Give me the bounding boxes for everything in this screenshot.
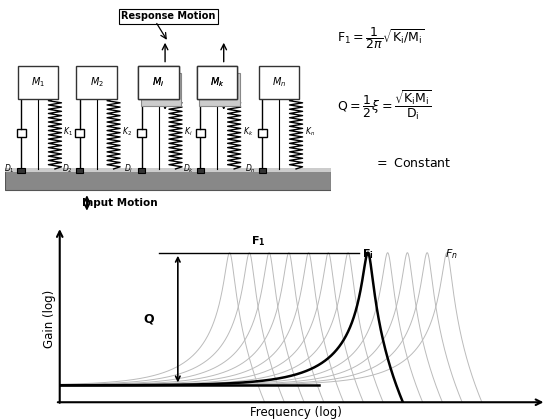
Text: $K_n$: $K_n$ bbox=[305, 125, 314, 138]
Bar bbox=[138, 66, 179, 98]
Text: $D_n$: $D_n$ bbox=[245, 163, 256, 175]
Bar bbox=[17, 168, 24, 173]
Text: $\mathbf{F_1}$: $\mathbf{F_1}$ bbox=[251, 235, 266, 248]
Text: Input Motion: Input Motion bbox=[81, 198, 157, 208]
Text: $D_k$: $D_k$ bbox=[183, 163, 194, 175]
Bar bbox=[141, 73, 181, 106]
Text: $M_i$: $M_i$ bbox=[153, 75, 165, 89]
Y-axis label: Gain (log): Gain (log) bbox=[42, 289, 55, 348]
X-axis label: Frequency (log): Frequency (log) bbox=[250, 406, 342, 419]
Text: $D_1$: $D_1$ bbox=[4, 163, 15, 175]
Bar bbox=[137, 129, 146, 137]
Bar bbox=[138, 168, 145, 173]
Text: $K_2$: $K_2$ bbox=[122, 125, 132, 138]
Text: $F_n$: $F_n$ bbox=[445, 247, 458, 261]
Text: $M_n$: $M_n$ bbox=[272, 75, 286, 89]
Bar bbox=[76, 168, 83, 173]
Bar bbox=[18, 66, 58, 98]
Text: $\mathrm{F_1} = \dfrac{1}{2\pi}\sqrt{\mathrm{K_i/M_i}}$: $\mathrm{F_1} = \dfrac{1}{2\pi}\sqrt{\ma… bbox=[337, 25, 424, 51]
Bar bbox=[5, 170, 331, 190]
Text: Q: Q bbox=[143, 313, 154, 326]
Text: $K_i$: $K_i$ bbox=[184, 125, 192, 138]
Text: $M_1$: $M_1$ bbox=[31, 75, 45, 89]
Bar bbox=[259, 66, 299, 98]
Text: $M_i$: $M_i$ bbox=[153, 75, 165, 89]
Bar bbox=[257, 129, 267, 137]
Bar bbox=[16, 129, 26, 137]
Bar bbox=[199, 73, 239, 106]
Bar bbox=[197, 66, 237, 98]
Bar bbox=[197, 66, 237, 98]
Text: $\mathbf{F_i}$: $\mathbf{F_i}$ bbox=[362, 247, 374, 261]
Text: Response Motion: Response Motion bbox=[121, 11, 216, 21]
Bar bbox=[5, 168, 331, 173]
Bar bbox=[197, 168, 204, 173]
Text: $K_1$: $K_1$ bbox=[64, 125, 73, 138]
Text: $K_k$: $K_k$ bbox=[243, 125, 253, 138]
Bar bbox=[138, 66, 179, 98]
Text: $D_i$: $D_i$ bbox=[124, 163, 134, 175]
Text: $\mathrm{Q} = \dfrac{1}{2}\xi = \dfrac{\sqrt{\mathrm{K_i M_i}}}{\mathrm{D_i}}$: $\mathrm{Q} = \dfrac{1}{2}\xi = \dfrac{\… bbox=[337, 88, 432, 122]
Text: $= \ \mathrm{Constant}$: $= \ \mathrm{Constant}$ bbox=[374, 157, 451, 170]
Text: $M_2$: $M_2$ bbox=[90, 75, 104, 89]
Bar bbox=[75, 129, 84, 137]
Text: $M_k$: $M_k$ bbox=[210, 75, 224, 89]
Bar bbox=[258, 168, 266, 173]
Text: $M_k$: $M_k$ bbox=[210, 75, 224, 89]
Bar bbox=[195, 129, 205, 137]
Bar bbox=[77, 66, 117, 98]
Text: $D_2$: $D_2$ bbox=[62, 163, 73, 175]
